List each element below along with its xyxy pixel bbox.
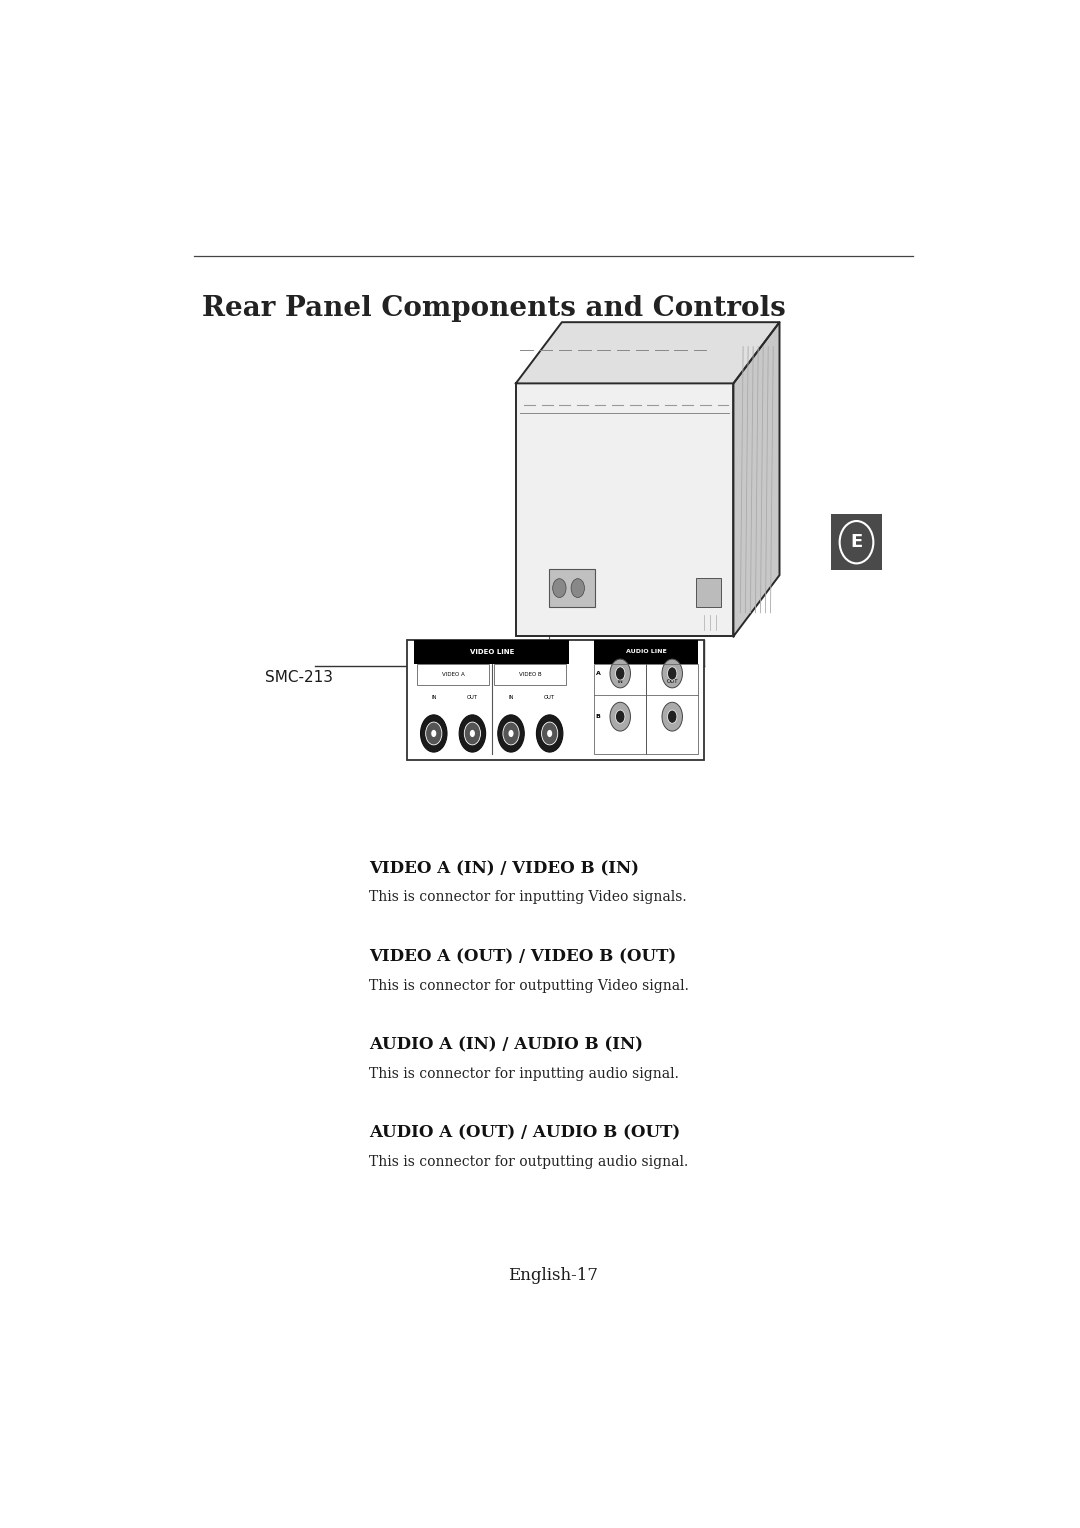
Polygon shape — [516, 322, 780, 384]
Text: SMC-213: SMC-213 — [265, 669, 333, 685]
Text: VIDEO A: VIDEO A — [442, 672, 464, 677]
Text: VIDEO A (IN) / VIDEO B (IN): VIDEO A (IN) / VIDEO B (IN) — [369, 860, 639, 877]
Text: IN: IN — [618, 680, 623, 685]
Text: VIDEO LINE: VIDEO LINE — [470, 649, 514, 656]
Text: OUT: OUT — [544, 695, 555, 700]
Circle shape — [541, 723, 557, 744]
Bar — [516, 384, 733, 636]
Circle shape — [459, 715, 486, 752]
Circle shape — [662, 703, 683, 730]
Text: This is connector for outputting audio signal.: This is connector for outputting audio s… — [369, 1155, 689, 1169]
Circle shape — [610, 659, 631, 688]
Bar — [594, 663, 698, 753]
Text: Rear Panel Components and Controls: Rear Panel Components and Controls — [202, 295, 786, 322]
Circle shape — [503, 723, 519, 744]
Text: IN: IN — [431, 695, 436, 700]
Ellipse shape — [839, 521, 874, 564]
Text: This is connector for outputting Video signal.: This is connector for outputting Video s… — [369, 979, 689, 993]
Text: A: A — [596, 671, 600, 675]
Circle shape — [509, 730, 514, 736]
Circle shape — [610, 703, 631, 730]
Circle shape — [667, 666, 677, 680]
Circle shape — [537, 715, 563, 752]
Bar — [696, 578, 721, 607]
Text: AUDIO A (IN) / AUDIO B (IN): AUDIO A (IN) / AUDIO B (IN) — [369, 1036, 644, 1053]
Text: OUT: OUT — [467, 695, 478, 700]
Text: OUT: OUT — [666, 680, 678, 685]
Circle shape — [616, 711, 625, 723]
Circle shape — [571, 579, 584, 597]
Circle shape — [548, 730, 552, 736]
Circle shape — [464, 723, 481, 744]
Bar — [415, 640, 569, 663]
Circle shape — [553, 579, 566, 597]
Polygon shape — [733, 322, 780, 636]
Circle shape — [470, 730, 475, 736]
FancyBboxPatch shape — [831, 513, 882, 570]
Text: IN: IN — [509, 695, 514, 700]
Text: This is connector for inputting Video signals.: This is connector for inputting Video si… — [369, 891, 687, 905]
Circle shape — [420, 715, 447, 752]
Circle shape — [426, 723, 442, 744]
Text: AUDIO LINE: AUDIO LINE — [625, 649, 666, 654]
Bar — [495, 663, 566, 686]
Bar — [550, 570, 595, 607]
Circle shape — [498, 715, 524, 752]
Text: VIDEO A (OUT) / VIDEO B (OUT): VIDEO A (OUT) / VIDEO B (OUT) — [369, 947, 676, 966]
Text: E: E — [850, 533, 863, 552]
Text: AUDIO A (OUT) / AUDIO B (OUT): AUDIO A (OUT) / AUDIO B (OUT) — [369, 1125, 680, 1141]
Circle shape — [662, 659, 683, 688]
Circle shape — [431, 730, 436, 736]
Text: This is connector for inputting audio signal.: This is connector for inputting audio si… — [369, 1067, 679, 1080]
Text: VIDEO B: VIDEO B — [519, 672, 542, 677]
Circle shape — [667, 711, 677, 723]
Bar — [594, 640, 698, 663]
Text: B: B — [596, 714, 600, 720]
Bar — [417, 663, 489, 686]
Circle shape — [616, 666, 625, 680]
Text: English-17: English-17 — [509, 1267, 598, 1284]
Bar — [407, 640, 704, 759]
